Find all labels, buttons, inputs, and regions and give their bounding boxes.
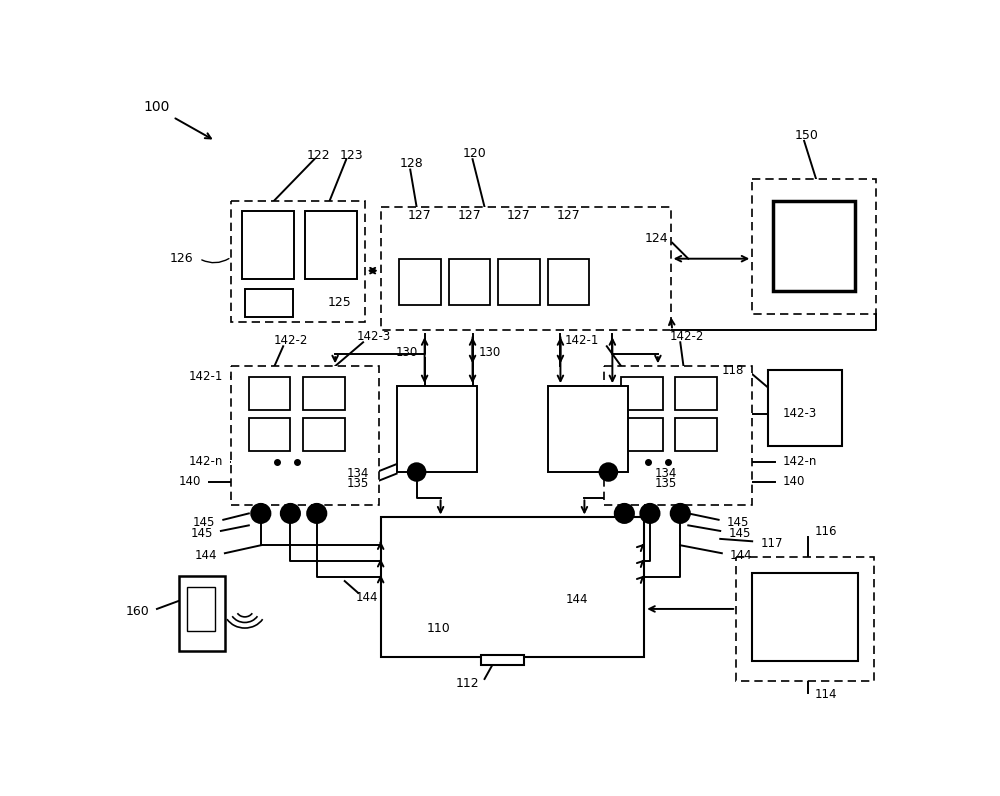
Text: 142-3: 142-3 [357,330,391,343]
Circle shape [600,463,617,481]
Bar [449,259,490,305]
Circle shape [281,504,300,523]
Bar [303,377,345,410]
Text: 142-3: 142-3 [783,408,817,420]
Bar [675,377,717,410]
Text: 142-2: 142-2 [669,330,704,343]
Text: 142-n: 142-n [783,455,817,468]
Text: 130: 130 [479,346,501,359]
Bar [397,386,477,472]
Bar [675,418,717,451]
Text: 142-1: 142-1 [189,370,223,383]
Bar [736,557,874,681]
Bar [498,259,540,305]
Bar [752,179,876,314]
Text: 134: 134 [346,467,369,480]
Bar [242,211,294,279]
Text: 112: 112 [455,677,479,690]
Bar [245,289,293,317]
Text: 142-1: 142-1 [564,334,599,347]
Text: 145: 145 [193,516,215,529]
Text: 120: 120 [463,147,487,160]
Bar [187,587,215,631]
Bar [621,377,663,410]
Text: 117: 117 [760,537,783,550]
Text: 128: 128 [400,157,424,170]
Text: 134: 134 [655,467,677,480]
Text: 160: 160 [125,605,149,618]
Text: 150: 150 [795,129,818,142]
Text: 145: 145 [191,527,213,540]
Text: 124: 124 [645,232,668,245]
Bar [381,207,671,330]
Text: 127: 127 [408,209,432,222]
Bar [179,576,225,651]
Bar [604,366,752,505]
Text: 135: 135 [655,478,677,490]
Text: 127: 127 [507,209,531,222]
Text: 130: 130 [396,346,418,359]
Bar [548,386,628,472]
Text: 125: 125 [328,296,352,309]
Text: 135: 135 [346,478,369,490]
Text: 140: 140 [179,475,201,488]
Text: 127: 127 [557,209,580,222]
Text: 123: 123 [339,149,363,162]
Text: 140: 140 [783,475,805,488]
Circle shape [251,504,270,523]
Circle shape [671,504,690,523]
Text: 114: 114 [815,689,837,701]
Text: 142-n: 142-n [189,455,223,468]
Bar [773,201,855,291]
Bar [752,573,858,661]
Circle shape [307,504,326,523]
Bar [231,201,365,322]
Text: 110: 110 [426,622,450,635]
Text: 144: 144 [356,591,378,603]
Bar [249,418,290,451]
Text: 126: 126 [169,252,193,265]
Bar [481,655,524,665]
Bar [381,517,644,657]
Text: 144: 144 [566,593,588,606]
Text: 145: 145 [728,527,751,540]
Circle shape [640,504,660,523]
Circle shape [408,463,425,481]
Text: 145: 145 [727,516,749,529]
Bar [399,259,441,305]
Text: 144: 144 [730,549,752,562]
Text: 127: 127 [457,209,481,222]
Circle shape [615,504,634,523]
Text: 122: 122 [307,149,330,162]
Bar [548,259,589,305]
Bar [249,377,290,410]
Bar [305,211,357,279]
Bar [303,418,345,451]
Bar [231,366,379,505]
Text: 100: 100 [143,100,170,115]
Text: 116: 116 [815,525,837,538]
Bar [768,370,842,446]
Text: 118: 118 [722,364,744,377]
Bar [621,418,663,451]
Text: 144: 144 [194,549,217,562]
Text: 142-2: 142-2 [274,334,308,347]
